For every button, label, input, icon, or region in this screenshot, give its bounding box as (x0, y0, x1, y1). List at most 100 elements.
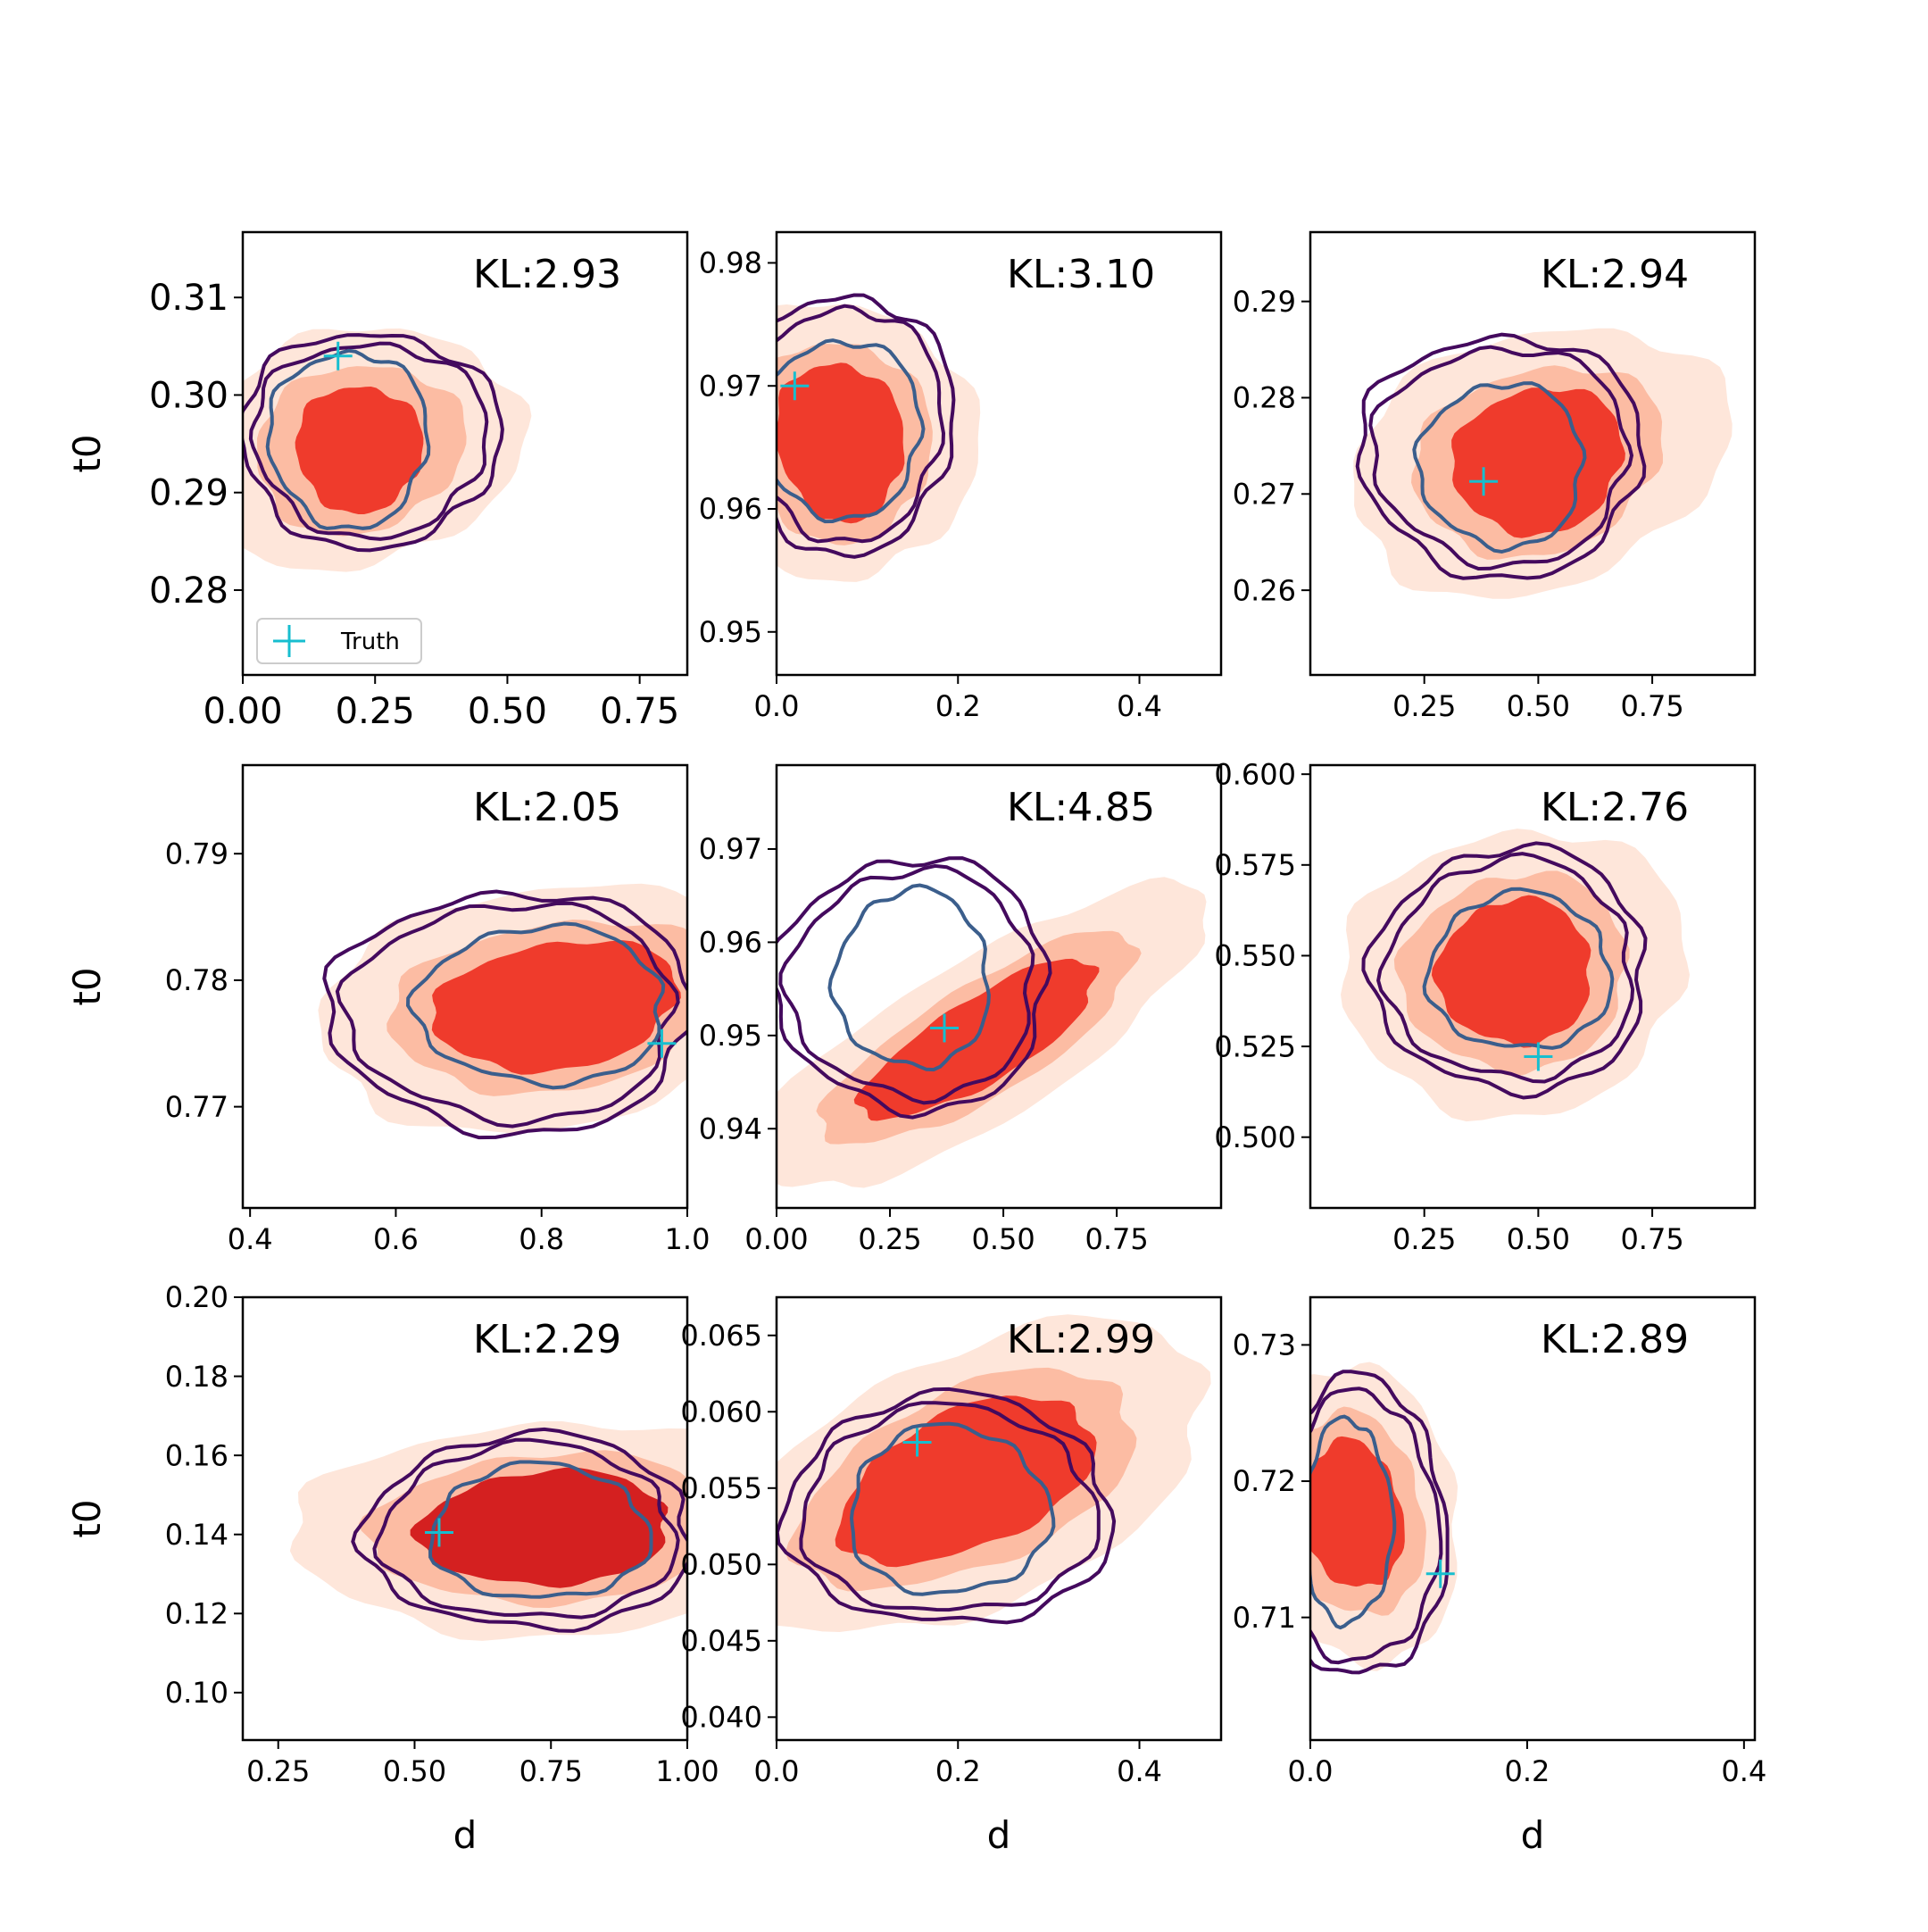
legend-label: Truth (340, 629, 400, 655)
y-tick-label: 0.98 (699, 246, 762, 280)
kl-annotation: KL:2.94 (1541, 252, 1689, 297)
x-tick-label: 1.00 (655, 1754, 719, 1788)
axes-frame (1309, 1295, 1757, 1742)
plot-area (243, 328, 532, 572)
contour-inner (1422, 887, 1615, 1050)
y-axis-label: t0 (65, 967, 109, 1005)
x-tick-label: 0.50 (971, 1222, 1035, 1256)
panel-1: 0.00 0.25 0.50 0.75 0.28 0.29 0.30 0.31 KL:2.93 T… (65, 230, 689, 732)
plot-area (1341, 829, 1690, 1122)
x-axis-label: d (1521, 1813, 1545, 1857)
x-tick-label: 0.00 (203, 691, 282, 732)
contour-outer-2 (777, 304, 946, 544)
axes-frame (1309, 763, 1757, 1210)
y-tick-label: 0.95 (699, 615, 762, 649)
contour-inner (849, 1421, 1056, 1596)
y-tick-label: 0.31 (149, 278, 229, 319)
x-tick-label: 0.00 (744, 1222, 808, 1256)
panel-4: 0.4 0.6 0.8 1.0 0.77 0.78 0.79 KL:2.05 t0 (65, 763, 711, 1256)
contour-outer-1 (351, 1427, 687, 1633)
axes-frame (775, 230, 1223, 677)
contour-outer-1 (777, 293, 956, 559)
x-axis-label: d (453, 1813, 478, 1857)
plot-area (289, 1420, 687, 1641)
x-tick-label: 0.50 (1507, 1222, 1570, 1256)
legend: Truth (256, 618, 422, 664)
y-tick-label: 0.045 (680, 1624, 762, 1658)
kl-annotation: KL:2.29 (473, 1317, 621, 1362)
y-tick-label: 0.060 (680, 1395, 762, 1428)
y-tick-label: 0.040 (680, 1701, 762, 1735)
contour-inner (777, 338, 926, 524)
density-fill-level-3 (431, 940, 681, 1075)
plot-area (777, 1314, 1211, 1632)
panel-5: 0.00 0.25 0.50 0.75 0.94 0.95 0.96 0.97 KL:4.85 (699, 763, 1223, 1256)
x-tick-label: 0.6 (373, 1222, 419, 1256)
contour-inner (265, 348, 431, 530)
x-tick-label: 0.25 (1392, 1222, 1456, 1256)
y-tick-label: 0.500 (1214, 1120, 1296, 1154)
contour-outer-2 (1376, 852, 1635, 1084)
x-tick-label: 0.75 (1620, 689, 1683, 723)
density-fill-level-3 (1431, 895, 1591, 1048)
x-tick-label: 0.4 (1117, 689, 1162, 723)
x-tick-label: 0.0 (754, 689, 800, 723)
x-tick-label: 0.50 (1507, 689, 1570, 723)
y-tick-label: 0.95 (699, 1019, 762, 1053)
y-tick-label: 0.77 (165, 1090, 229, 1124)
plot-area (777, 856, 1207, 1188)
contour-inner (1310, 1414, 1397, 1630)
panel-3: 0.25 0.50 0.75 0.26 0.27 0.28 0.29 KL:2.94 (1233, 230, 1757, 723)
y-tick-label: 0.525 (1214, 1029, 1296, 1063)
x-tick-label: 0.50 (468, 691, 547, 732)
y-tick-label: 0.28 (1233, 381, 1296, 415)
x-tick-label: 0.75 (1084, 1222, 1148, 1256)
axes-frame (775, 1295, 1223, 1742)
y-tick-label: 0.27 (1233, 477, 1296, 511)
y-tick-label: 0.96 (699, 492, 762, 526)
y-tick-label: 0.050 (680, 1548, 762, 1582)
y-tick-label: 0.055 (680, 1471, 762, 1505)
contour-inner (405, 921, 666, 1090)
panel-2: 0.0 0.2 0.4 0.95 0.96 0.97 0.98 KL:3.10 (699, 230, 1223, 723)
y-tick-label: 0.94 (699, 1112, 762, 1145)
x-tick-label: 0.25 (858, 1222, 921, 1256)
kl-annotation: KL:4.85 (1007, 785, 1155, 830)
plot-area (318, 883, 687, 1140)
x-tick-label: 0.0 (1288, 1754, 1334, 1788)
y-tick-label: 0.29 (1233, 285, 1296, 319)
x-tick-label: 0.75 (1620, 1222, 1683, 1256)
x-tick-label: 0.75 (600, 691, 679, 732)
y-tick-label: 0.97 (699, 832, 762, 866)
x-tick-label: 0.75 (519, 1754, 583, 1788)
panel-9: 0.0 0.2 0.4 0.71 0.72 0.73 KL:2.89 d (1233, 1295, 1766, 1857)
contour-inner (1412, 381, 1587, 554)
axes-frame (1309, 230, 1757, 677)
kl-annotation: KL:2.05 (473, 785, 621, 830)
density-fill-level-3 (1310, 1436, 1405, 1587)
y-tick-label: 0.12 (165, 1596, 229, 1630)
x-tick-label: 0.25 (1392, 689, 1456, 723)
y-tick-label: 0.28 (149, 570, 229, 612)
panel-8: 0.0 0.2 0.4 0.040 0.045 0.050 0.055 0.060 0.065 K… (680, 1295, 1223, 1857)
x-axis-label: d (987, 1813, 1011, 1857)
x-tick-label: 0.2 (935, 1754, 981, 1788)
x-tick-label: 1.0 (665, 1222, 711, 1256)
y-tick-label: 0.18 (165, 1360, 229, 1394)
kl-annotation: KL:3.10 (1007, 252, 1155, 297)
plot-area (1310, 1362, 1458, 1675)
x-tick-label: 0.4 (1117, 1754, 1162, 1788)
contour-outer-1 (1310, 1370, 1450, 1675)
density-fill-level-3 (410, 1467, 669, 1588)
panel-7: 0.25 0.50 0.75 1.00 0.10 0.12 0.14 0.16 0.18 0.20… (65, 1280, 719, 1857)
contour-outer-1 (777, 1387, 1117, 1625)
x-tick-label: 0.0 (754, 1754, 800, 1788)
density-fill-level-3 (835, 1395, 1097, 1568)
kl-annotation: KL:2.76 (1541, 785, 1689, 830)
kl-annotation: KL:2.89 (1541, 1317, 1689, 1362)
y-tick-label: 0.600 (1214, 757, 1296, 791)
x-tick-label: 0.4 (228, 1222, 273, 1256)
x-tick-label: 0.2 (935, 689, 981, 723)
x-tick-label: 0.50 (383, 1754, 446, 1788)
